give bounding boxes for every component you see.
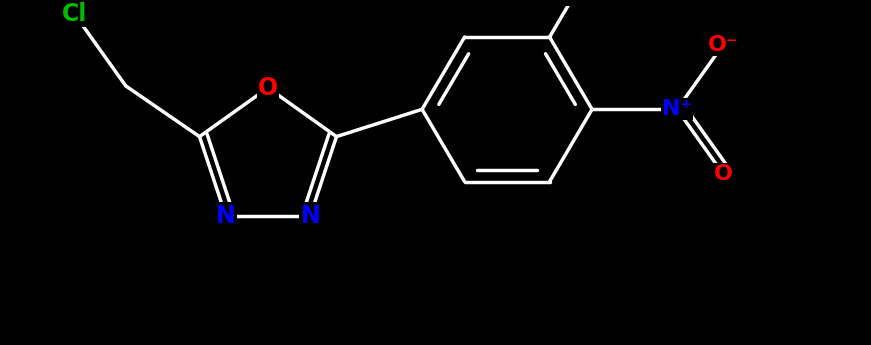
Text: O: O: [713, 164, 733, 184]
Text: N: N: [216, 204, 235, 228]
Text: N⁺: N⁺: [662, 99, 692, 119]
Text: O: O: [258, 76, 278, 100]
Text: Cl: Cl: [62, 2, 87, 26]
Text: N: N: [300, 204, 321, 228]
Text: O⁻: O⁻: [707, 35, 739, 55]
